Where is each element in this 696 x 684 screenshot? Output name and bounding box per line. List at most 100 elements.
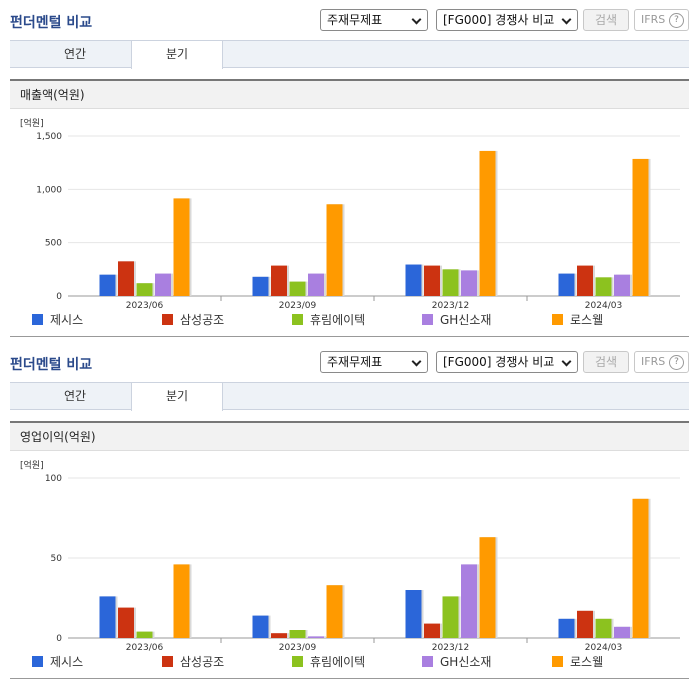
peer-group-select[interactable]: [FG000] 경쟁사 비교 bbox=[436, 9, 578, 31]
legend-swatch bbox=[292, 314, 303, 325]
legend-label: 휴림에이텍 bbox=[310, 655, 366, 669]
bar bbox=[289, 281, 306, 296]
tab-annual[interactable]: 연간 bbox=[63, 389, 87, 403]
bar bbox=[326, 585, 343, 638]
bar bbox=[614, 274, 630, 296]
section-divider bbox=[10, 336, 689, 337]
legend-swatch bbox=[422, 314, 433, 325]
bar bbox=[461, 270, 477, 296]
period-tabs: 연간 분기 bbox=[10, 40, 689, 69]
bar bbox=[289, 630, 306, 638]
legend-item[interactable]: 로스웰 bbox=[552, 312, 603, 328]
chart-heading: 영업이익(억원) bbox=[10, 421, 689, 451]
y-tick-label: 50 bbox=[51, 554, 63, 564]
legend-swatch bbox=[552, 656, 563, 667]
y-tick-label: 0 bbox=[56, 292, 62, 302]
bar bbox=[479, 150, 496, 296]
operating-profit-bar-chart: [억원] 0 50 100 2023/06 2023/09 2023/12 2024/03 bbox=[20, 459, 680, 653]
y-tick-label: 500 bbox=[45, 239, 62, 249]
bar bbox=[461, 564, 477, 638]
bar bbox=[424, 265, 440, 296]
section-divider bbox=[10, 678, 689, 679]
ifrs-label: IFRS bbox=[641, 355, 666, 368]
bar bbox=[173, 198, 190, 296]
bar bbox=[99, 274, 116, 296]
legend-label: 로스웰 bbox=[570, 313, 604, 327]
y-tick-label: 100 bbox=[45, 474, 62, 484]
legend-item[interactable]: GH신소재 bbox=[422, 654, 491, 670]
sales-bar-chart: [억원] 0 500 1,000 1,500 2023/06 2023/09 2023/12 2… bbox=[20, 117, 680, 311]
legend-swatch bbox=[162, 314, 173, 325]
legend-label: 제시스 bbox=[50, 655, 84, 669]
chart-legend: 제시스 삼성공조 휴림에이텍 GH신소재 로스웰 bbox=[32, 654, 672, 670]
bar bbox=[595, 618, 612, 638]
legend-item[interactable]: 제시스 bbox=[32, 654, 83, 670]
bar bbox=[271, 265, 287, 296]
statement-type-select[interactable]: 주재무제표 bbox=[320, 9, 428, 31]
section-title: 펀더멘털 비교 bbox=[10, 357, 93, 373]
legend-swatch bbox=[32, 656, 43, 667]
ifrs-button[interactable]: IFRS? bbox=[634, 9, 689, 31]
legend-item[interactable]: 휴림에이텍 bbox=[292, 312, 365, 328]
help-icon[interactable]: ? bbox=[669, 355, 684, 370]
section-header: 펀더멘털 비교 주재무제표 [FG000] 경쟁사 비교 검색 IFRS? bbox=[0, 342, 696, 382]
bar bbox=[405, 264, 422, 296]
legend-item[interactable]: 삼성공조 bbox=[162, 654, 224, 670]
x-tick-label: 2024/03 bbox=[585, 643, 622, 653]
bar bbox=[442, 269, 459, 296]
legend-item[interactable]: 로스웰 bbox=[552, 654, 603, 670]
y-unit-label: [억원] bbox=[20, 459, 44, 471]
fundamental-section-sales: 펀더멘털 비교 주재무제표 [FG000] 경쟁사 비교 검색 IFRS? 연간… bbox=[0, 0, 696, 342]
bar bbox=[577, 265, 593, 296]
bar bbox=[632, 498, 649, 638]
search-button[interactable]: 검색 bbox=[583, 9, 629, 31]
bar bbox=[558, 618, 575, 638]
peer-group-select[interactable]: [FG000] 경쟁사 비교 bbox=[436, 351, 578, 373]
fundamental-section-operating-profit: 펀더멘털 비교 주재무제표 [FG000] 경쟁사 비교 검색 IFRS? 연간… bbox=[0, 342, 696, 684]
search-button[interactable]: 검색 bbox=[583, 351, 629, 373]
x-tick-label: 2024/03 bbox=[585, 301, 622, 311]
bar bbox=[614, 626, 630, 638]
ifrs-button[interactable]: IFRS? bbox=[634, 351, 689, 373]
period-tabs: 연간 분기 bbox=[10, 382, 689, 411]
x-tick-label: 2023/06 bbox=[126, 301, 164, 311]
legend-swatch bbox=[32, 314, 43, 325]
bar bbox=[118, 261, 134, 296]
legend-item[interactable]: 제시스 bbox=[32, 312, 83, 328]
section-title: 펀더멘털 비교 bbox=[10, 15, 93, 31]
x-tick-label: 2023/09 bbox=[279, 643, 317, 653]
tab-quarterly[interactable]: 분기 bbox=[131, 41, 223, 69]
bar bbox=[308, 636, 324, 638]
legend-label: 제시스 bbox=[50, 313, 84, 327]
legend-label: 휴림에이텍 bbox=[310, 313, 366, 327]
x-tick-label: 2023/12 bbox=[432, 301, 469, 311]
statement-type-select[interactable]: 주재무제표 bbox=[320, 351, 428, 373]
bar bbox=[405, 590, 422, 638]
ifrs-label: IFRS bbox=[641, 13, 666, 26]
tab-annual[interactable]: 연간 bbox=[63, 47, 87, 61]
bar bbox=[558, 273, 575, 296]
chart-legend: 제시스 삼성공조 휴림에이텍 GH신소재 로스웰 bbox=[32, 312, 672, 328]
y-tick-label: 1,000 bbox=[36, 185, 62, 195]
chart-heading: 매출액(억원) bbox=[10, 79, 689, 109]
bar bbox=[308, 273, 324, 296]
legend-swatch bbox=[292, 656, 303, 667]
help-icon[interactable]: ? bbox=[669, 13, 684, 28]
tab-quarterly[interactable]: 분기 bbox=[131, 383, 223, 411]
bar bbox=[136, 631, 153, 638]
legend-item[interactable]: 삼성공조 bbox=[162, 312, 224, 328]
bar bbox=[173, 564, 190, 638]
bar bbox=[595, 277, 612, 296]
bar bbox=[424, 623, 440, 638]
legend-label: 삼성공조 bbox=[180, 313, 225, 327]
legend-item[interactable]: 휴림에이텍 bbox=[292, 654, 365, 670]
section-header: 펀더멘털 비교 주재무제표 [FG000] 경쟁사 비교 검색 IFRS? bbox=[0, 0, 696, 40]
bar bbox=[99, 596, 116, 638]
bar bbox=[252, 615, 269, 638]
bar bbox=[155, 273, 171, 296]
legend-item[interactable]: GH신소재 bbox=[422, 312, 491, 328]
bar bbox=[252, 276, 269, 296]
legend-swatch bbox=[162, 656, 173, 667]
x-tick-label: 2023/09 bbox=[279, 301, 317, 311]
legend-swatch bbox=[422, 656, 433, 667]
